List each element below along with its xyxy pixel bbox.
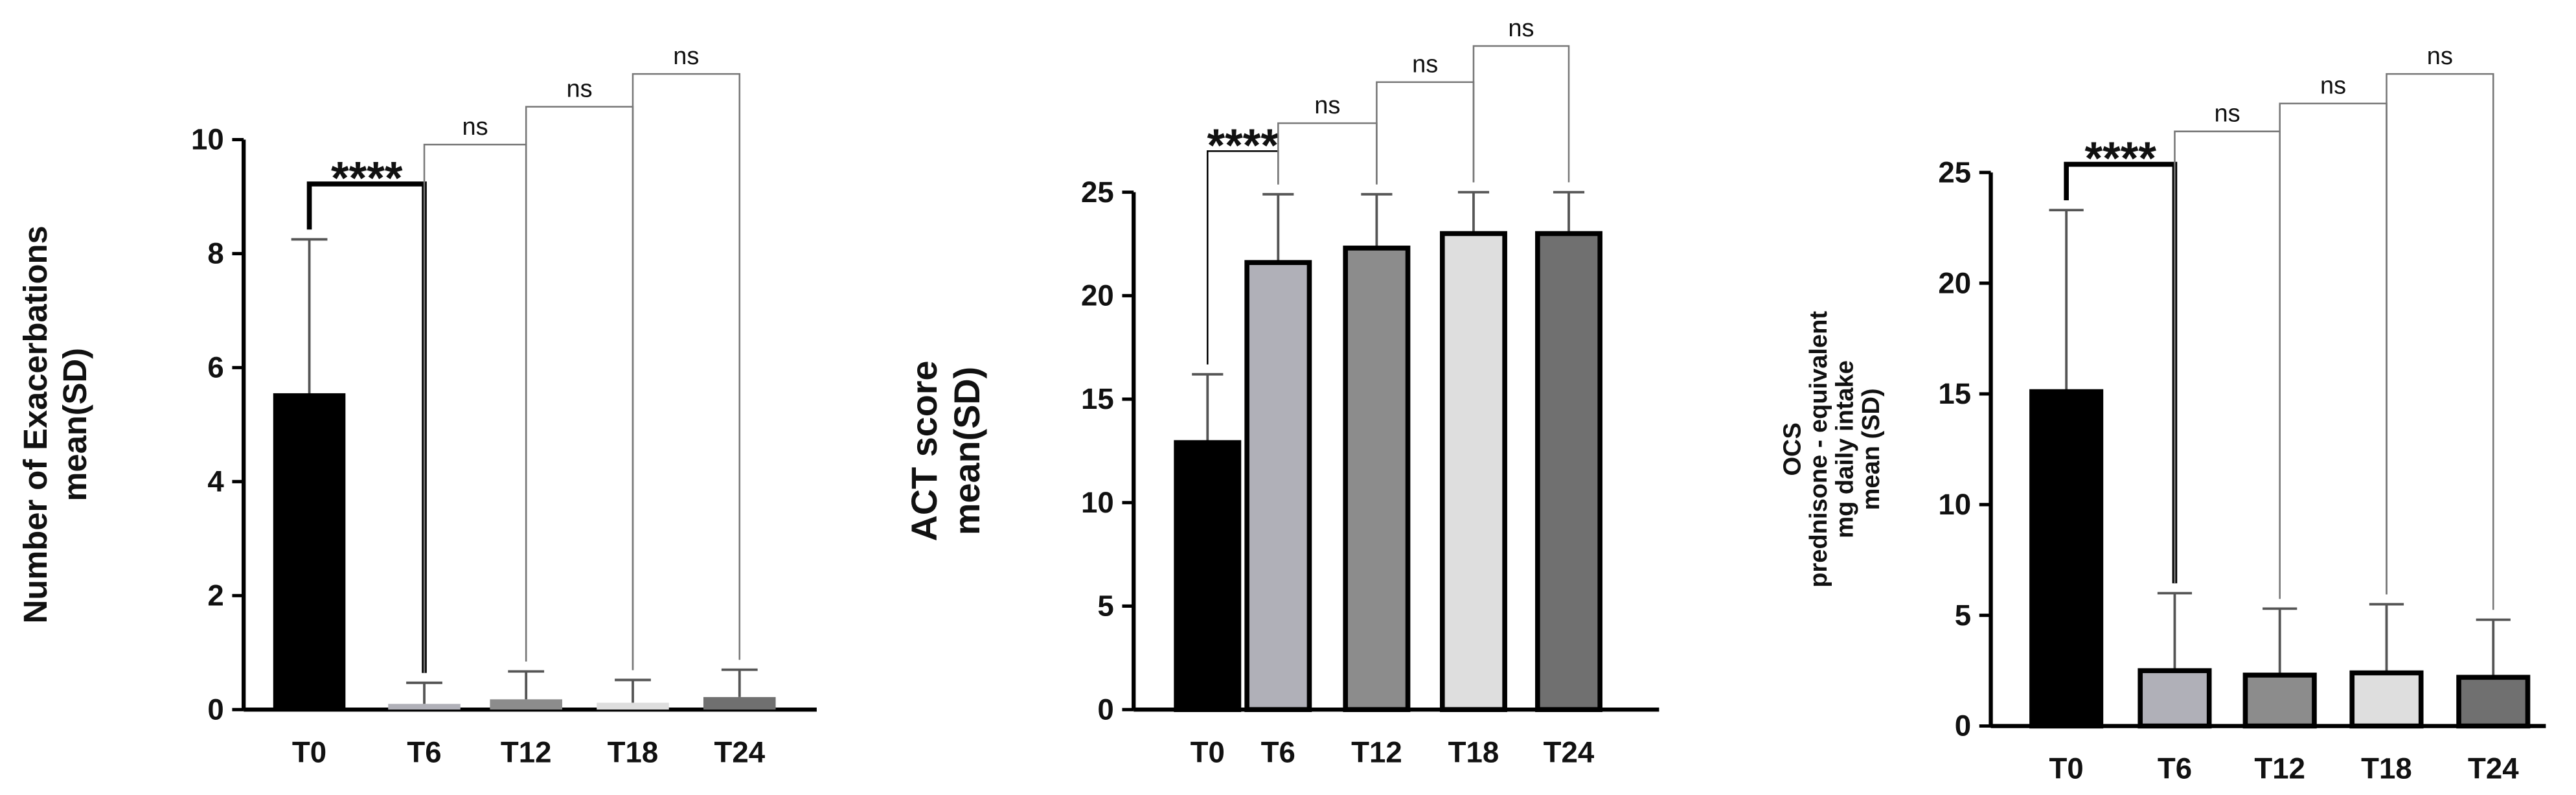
x-tick-label: T12	[501, 735, 552, 768]
x-tick-label: T24	[1544, 735, 1595, 768]
y-axis-label: OCS	[1779, 422, 1806, 476]
x-tick-label: T24	[714, 735, 765, 768]
y-tick-label: 0	[207, 693, 223, 726]
y-axis-label: mg daily intake	[1832, 360, 1859, 538]
x-tick-label: T0	[1191, 735, 1225, 768]
significance-label: ns	[673, 43, 699, 70]
y-tick-label: 5	[1955, 599, 1971, 632]
significance-label: ns	[462, 113, 488, 141]
x-tick-label: T6	[407, 735, 441, 768]
y-tick-label: 4	[207, 465, 224, 498]
x-tick-label: T18	[1448, 735, 1499, 768]
x-tick-label: T12	[1351, 735, 1402, 768]
x-tick-label: T12	[2254, 752, 2305, 785]
y-tick-label: 15	[1938, 377, 1971, 410]
bar	[490, 699, 562, 710]
y-axis-label: mean (SD)	[1858, 388, 1885, 510]
y-tick-label: 0	[1955, 709, 1971, 743]
significance-bracket	[1376, 81, 1475, 185]
significance-label: ****	[2085, 133, 2157, 185]
x-tick-label: T24	[2468, 752, 2519, 785]
x-tick-label: T18	[608, 735, 659, 768]
y-tick-label: 5	[1097, 590, 1113, 623]
bar	[273, 393, 346, 710]
y-tick-label: 20	[1938, 266, 1971, 299]
y-axis-label: ACT score	[904, 360, 944, 541]
x-tick-label: T18	[2361, 752, 2412, 785]
y-tick-label: 10	[1081, 486, 1114, 519]
y-tick-label: 2	[207, 579, 223, 612]
bar	[703, 697, 776, 710]
significance-label: ns	[2427, 43, 2453, 70]
y-axis-label: prednisone - equivalent	[1805, 311, 1832, 588]
y-axis-label: mean(SD)	[947, 367, 987, 535]
bar	[1343, 246, 1411, 712]
significance-label: ns	[2215, 100, 2240, 128]
significance-bracket	[1277, 122, 1378, 185]
x-tick-label: T6	[1261, 735, 1295, 768]
significance-label: ns	[1412, 51, 1438, 78]
bar	[2242, 673, 2317, 729]
x-tick-label: T0	[2049, 752, 2084, 785]
bar	[2349, 670, 2424, 729]
y-tick-label: 10	[191, 123, 224, 156]
significance-label: ****	[331, 153, 403, 204]
y-axis-label: mean(SD)	[56, 348, 93, 501]
significance-bracket	[2386, 73, 2494, 610]
bar	[597, 702, 669, 710]
y-tick-label: 15	[1081, 382, 1114, 415]
bar	[2137, 668, 2212, 729]
bar	[1439, 231, 1507, 712]
bar	[2456, 674, 2531, 729]
significance-bracket	[1472, 45, 1570, 183]
bar	[1174, 440, 1242, 712]
significance-bracket	[423, 143, 527, 673]
y-tick-label: 10	[1938, 488, 1971, 521]
significance-bracket	[2174, 130, 2281, 599]
bar	[1244, 260, 1312, 712]
significance-label: ns	[567, 76, 593, 103]
y-tick-label: 20	[1081, 279, 1114, 312]
significance-bracket	[632, 73, 741, 671]
significance-bracket	[525, 106, 634, 671]
significance-bracket	[2279, 102, 2388, 599]
y-tick-label: 0	[1097, 693, 1113, 726]
y-tick-label: 8	[207, 237, 223, 270]
significance-label: ns	[2320, 73, 2346, 100]
significance-label: ns	[1508, 15, 1534, 42]
significance-label: ns	[1314, 92, 1340, 119]
y-axis-label: Number of Exacerbations	[17, 225, 54, 623]
bar	[388, 704, 461, 710]
bar	[2029, 389, 2104, 729]
x-tick-label: T6	[2158, 752, 2192, 785]
y-tick-label: 25	[1938, 156, 1971, 189]
x-tick-label: T0	[292, 735, 326, 768]
significance-label: ****	[1207, 120, 1279, 171]
y-tick-label: 6	[207, 351, 223, 384]
y-tick-label: 25	[1081, 176, 1114, 209]
bar	[1535, 231, 1602, 712]
